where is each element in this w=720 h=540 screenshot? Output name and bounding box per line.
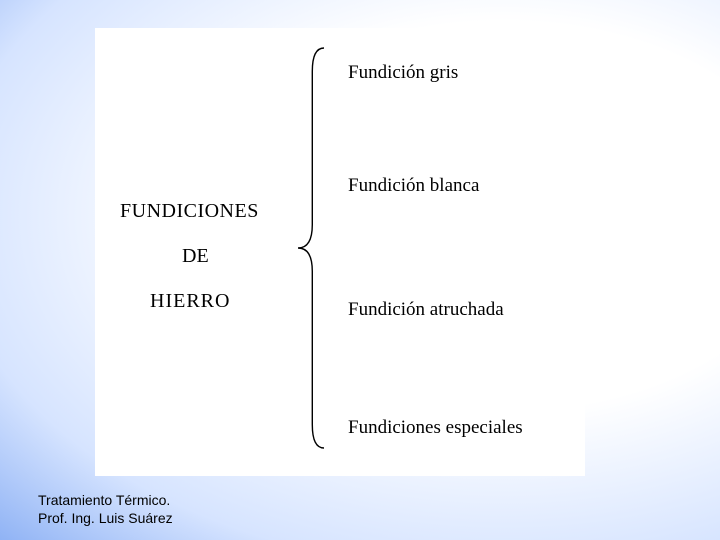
branch-item-2: Fundición blanca (348, 175, 479, 197)
branch-item-4: Fundiciones especiales (348, 417, 523, 439)
root-label-line1: FUNDICIONES (120, 200, 259, 223)
brace-bracket (298, 48, 324, 448)
root-label-line2: DE (182, 245, 209, 268)
branch-item-3: Fundición atruchada (348, 299, 504, 321)
slide-footer: Tratamiento Térmico. Prof. Ing. Luis Suá… (38, 492, 173, 527)
footer-line2: Prof. Ing. Luis Suárez (38, 510, 173, 528)
branch-item-1: Fundición gris (348, 62, 458, 84)
footer-line1: Tratamiento Térmico. (38, 492, 173, 510)
diagram-panel (95, 28, 585, 476)
root-label-line3: HIERRO (150, 290, 230, 313)
